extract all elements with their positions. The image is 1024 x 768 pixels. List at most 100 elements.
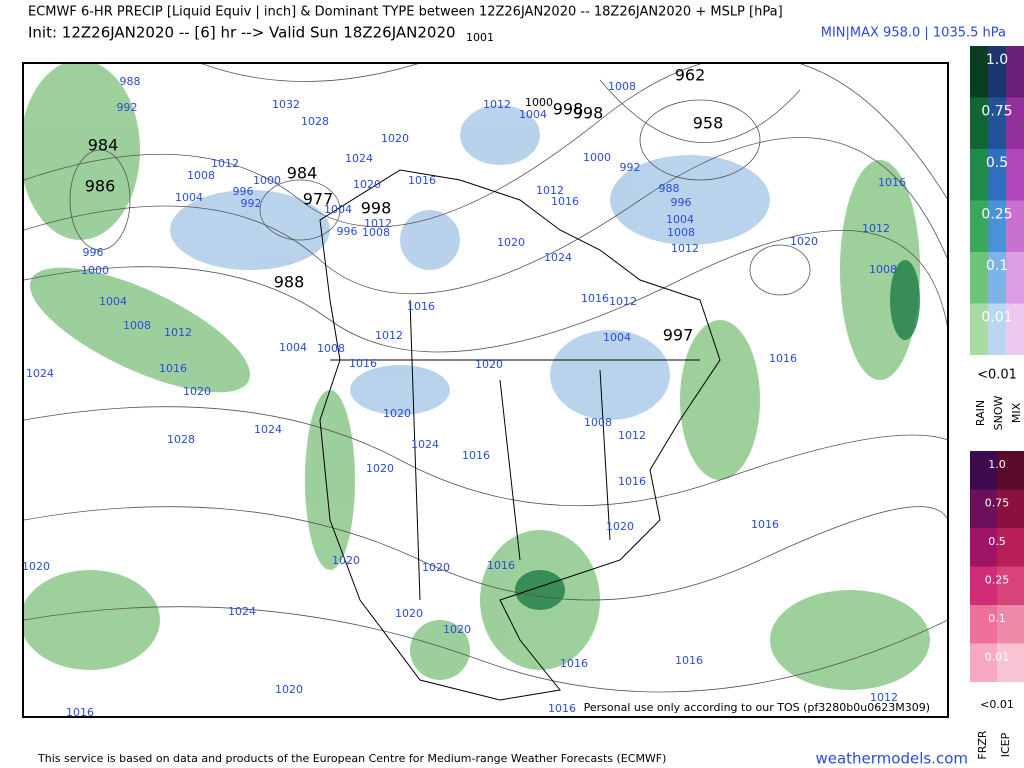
legend-type: FRZR (976, 730, 989, 760)
legend-swatch (997, 528, 1024, 567)
legend-type: SNOW (992, 396, 1005, 431)
low-center-value: 997 (663, 326, 694, 345)
legend-bottom: 1.0 0.75 0.5 0.25 0.1 0.01 <0.01 FRZR ICEP (970, 451, 1024, 760)
isobar-label: 1012 (862, 222, 890, 235)
isobar-label: 1012 (609, 295, 637, 308)
isobar-label: 1020 (790, 235, 818, 248)
legend-level: 0.75 (981, 104, 1012, 120)
isobar-label: 996 (233, 185, 254, 198)
isobar-label: 1020 (443, 623, 471, 636)
isobar-label: 1020 (332, 554, 360, 567)
low-center-value: 984 (287, 164, 318, 183)
brand[interactable]: weathermodels.com (815, 750, 968, 768)
low-center-value: 977 (303, 190, 334, 209)
legend-swatch (970, 252, 988, 304)
legend-level: 0.25 (985, 574, 1010, 587)
legend-swatch (970, 200, 988, 252)
isobar-label: 1028 (167, 433, 195, 446)
isobar-label: 1016 (560, 657, 588, 670)
isobar-label: 1020 (366, 462, 394, 475)
map (22, 62, 949, 718)
isobar-label: 1028 (301, 115, 329, 128)
init-line: Init: 12Z26JAN2020 -- [6] hr --> Valid S… (28, 24, 456, 42)
isobar-label: 1012 (364, 217, 392, 230)
isobar-label: 1004 (99, 295, 127, 308)
isobar-label: 1004 (603, 331, 631, 344)
isobar-label: 996 (83, 246, 104, 259)
isobar-label: 1008 (667, 226, 695, 239)
low-center-value: 1000 (525, 96, 553, 109)
legend-swatch (970, 149, 988, 201)
isobar-label: 1016 (751, 518, 779, 531)
isobar-label: 1004 (279, 341, 307, 354)
isobar-label: 996 (671, 196, 692, 209)
legend-swatch (1006, 46, 1024, 98)
isobar-label: 1016 (407, 300, 435, 313)
isobar-label: 1008 (123, 319, 151, 332)
isobar-label: 1012 (618, 429, 646, 442)
isobar-label: 1012 (671, 242, 699, 255)
isobar-label: 1020 (606, 520, 634, 533)
isobar-label: 1008 (317, 342, 345, 355)
legend-level: 0.75 (985, 497, 1010, 510)
isobar-label: 1016 (548, 702, 576, 715)
isobar-label: 1000 (583, 151, 611, 164)
isobar-label: 1004 (519, 108, 547, 121)
isobar-label: 1016 (159, 362, 187, 375)
legend-level: 0.25 (981, 207, 1012, 223)
isobar-label: 1032 (272, 98, 300, 111)
isobar-label: 1024 (345, 152, 373, 165)
legend-swatch (970, 97, 988, 149)
isobar-label: 1016 (618, 475, 646, 488)
legend-swatch (988, 46, 1006, 98)
legend-swatch (988, 200, 1006, 252)
legend-swatch (988, 97, 1006, 149)
isobar-label: 1012 (536, 184, 564, 197)
legend-level: 0.5 (988, 535, 1006, 548)
isobar-label: 1012 (870, 691, 898, 704)
legend-below: <0.01 (977, 368, 1017, 383)
legend-swatch (970, 489, 997, 528)
legend-swatch (997, 489, 1024, 528)
legend-level: 0.5 (986, 155, 1008, 171)
isobar-label: 1016 (349, 357, 377, 370)
isobar-label: 1020 (422, 561, 450, 574)
legend-swatch (970, 451, 997, 490)
isobar-label: 1012 (483, 98, 511, 111)
isobar-label: 1020 (383, 407, 411, 420)
disclaimer: This service is based on data and produc… (37, 752, 666, 765)
isobar-label: 988 (120, 75, 141, 88)
legend-level: 0.1 (986, 258, 1008, 274)
legend-swatch (988, 252, 1006, 304)
legend-type: ICEP (999, 732, 1012, 757)
legend-swatch (1006, 97, 1024, 149)
legend-top: 1.0 0.75 0.5 0.25 0.1 0.01 <0.01 RAIN SNOW MIX (970, 46, 1024, 430)
isobar-label: 1012 (375, 329, 403, 342)
low-center-value: 962 (675, 66, 706, 85)
isobar-label: 1000 (253, 174, 281, 187)
low-center-value: 986 (85, 177, 116, 196)
legend-swatch (970, 566, 997, 605)
isobar-label: 1024 (411, 438, 439, 451)
isobar-label: 1008 (608, 80, 636, 93)
low-center-value: 998 (553, 100, 584, 119)
low-center-value: 1001 (466, 31, 494, 44)
isobar-label: 1012 (211, 157, 239, 170)
legend-swatch (988, 303, 1006, 355)
isobar-label: 1016 (675, 654, 703, 667)
isobar-label: 1016 (769, 352, 797, 365)
legend-swatch (970, 46, 988, 98)
isobar-label: 1000 (81, 264, 109, 277)
isobar-label: 1004 (324, 203, 352, 216)
legend-type: RAIN (974, 400, 987, 426)
legend-swatch (1006, 303, 1024, 355)
legend-swatch (988, 149, 1006, 201)
tos: Personal use only according to our TOS (… (584, 701, 930, 714)
isobar-label: 1024 (254, 423, 282, 436)
legend-swatch (997, 566, 1024, 605)
low-center-value: 988 (274, 273, 305, 292)
legend-swatch (997, 605, 1024, 644)
isobar-label: 988 (659, 182, 680, 195)
legend-level: 0.01 (985, 651, 1010, 664)
